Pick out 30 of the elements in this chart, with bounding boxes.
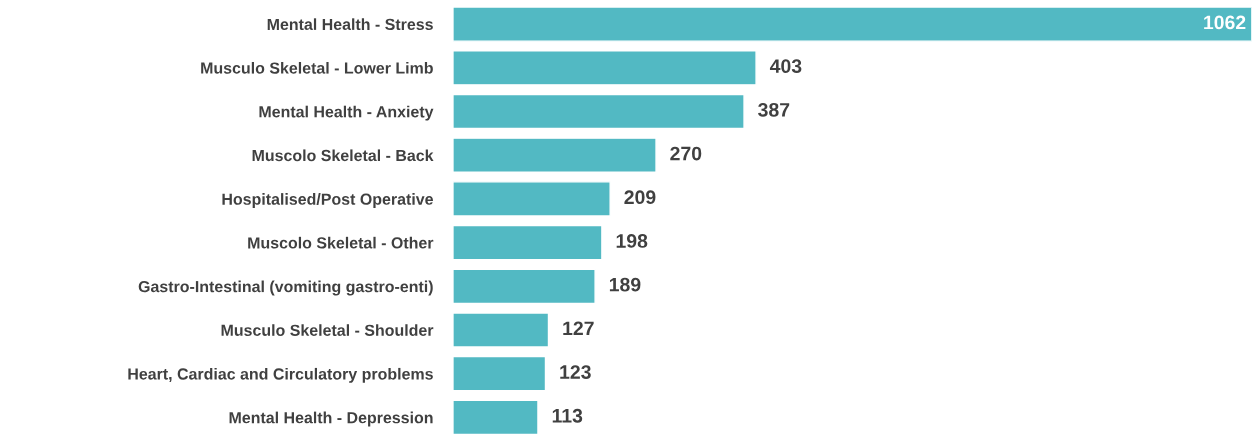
y-tick-label: Musculo Skeletal - Shoulder [221, 324, 434, 336]
data-label: 1062 [1204, 15, 1246, 30]
y-tick-label: Mental Health - Depression [229, 411, 433, 427]
bar [452, 399, 539, 436]
bar [452, 50, 757, 86]
bar [452, 312, 550, 348]
y-tick-label: Mental Health - Anxiety [259, 105, 434, 121]
data-label: 127 [563, 321, 594, 336]
y-tick-label: Muscolo Skeletal - Other [248, 236, 434, 249]
bar [452, 181, 611, 217]
y-tick-label: Heart, Cardiac and Circulatory problems [128, 367, 433, 383]
data-label: 123 [560, 365, 591, 379]
y-tick-label: Hospitalised/Post Operative [222, 193, 433, 208]
data-label: 387 [758, 102, 790, 117]
bar [452, 6, 1252, 42]
y-tick-label: Muscolo Skeletal - Back [252, 149, 434, 162]
bar [452, 224, 603, 261]
y-tick-label: Gastro-Intestinal (vomiting gastro-enti) [138, 280, 433, 296]
data-label: 113 [552, 408, 583, 423]
data-label: 189 [609, 277, 641, 292]
y-tick-label: Mental Health - Stress [267, 18, 433, 31]
data-label: 198 [616, 234, 648, 248]
bar [452, 355, 547, 392]
bar [452, 93, 745, 130]
data-label: 403 [769, 59, 802, 74]
data-label: 209 [624, 190, 656, 205]
bar [452, 137, 657, 173]
y-tick-label: Musculo Skeletal - Lower Limb [201, 62, 433, 74]
bar [452, 268, 596, 305]
data-label: 270 [670, 146, 702, 161]
